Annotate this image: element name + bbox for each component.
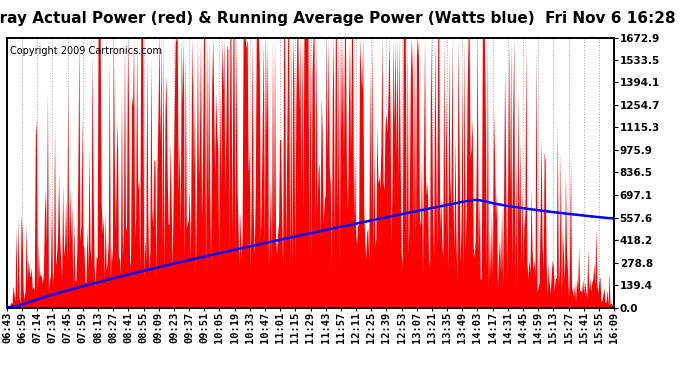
Text: Copyright 2009 Cartronics.com: Copyright 2009 Cartronics.com: [10, 46, 162, 56]
Text: West Array Actual Power (red) & Running Average Power (Watts blue)  Fri Nov 6 16: West Array Actual Power (red) & Running …: [0, 11, 676, 26]
